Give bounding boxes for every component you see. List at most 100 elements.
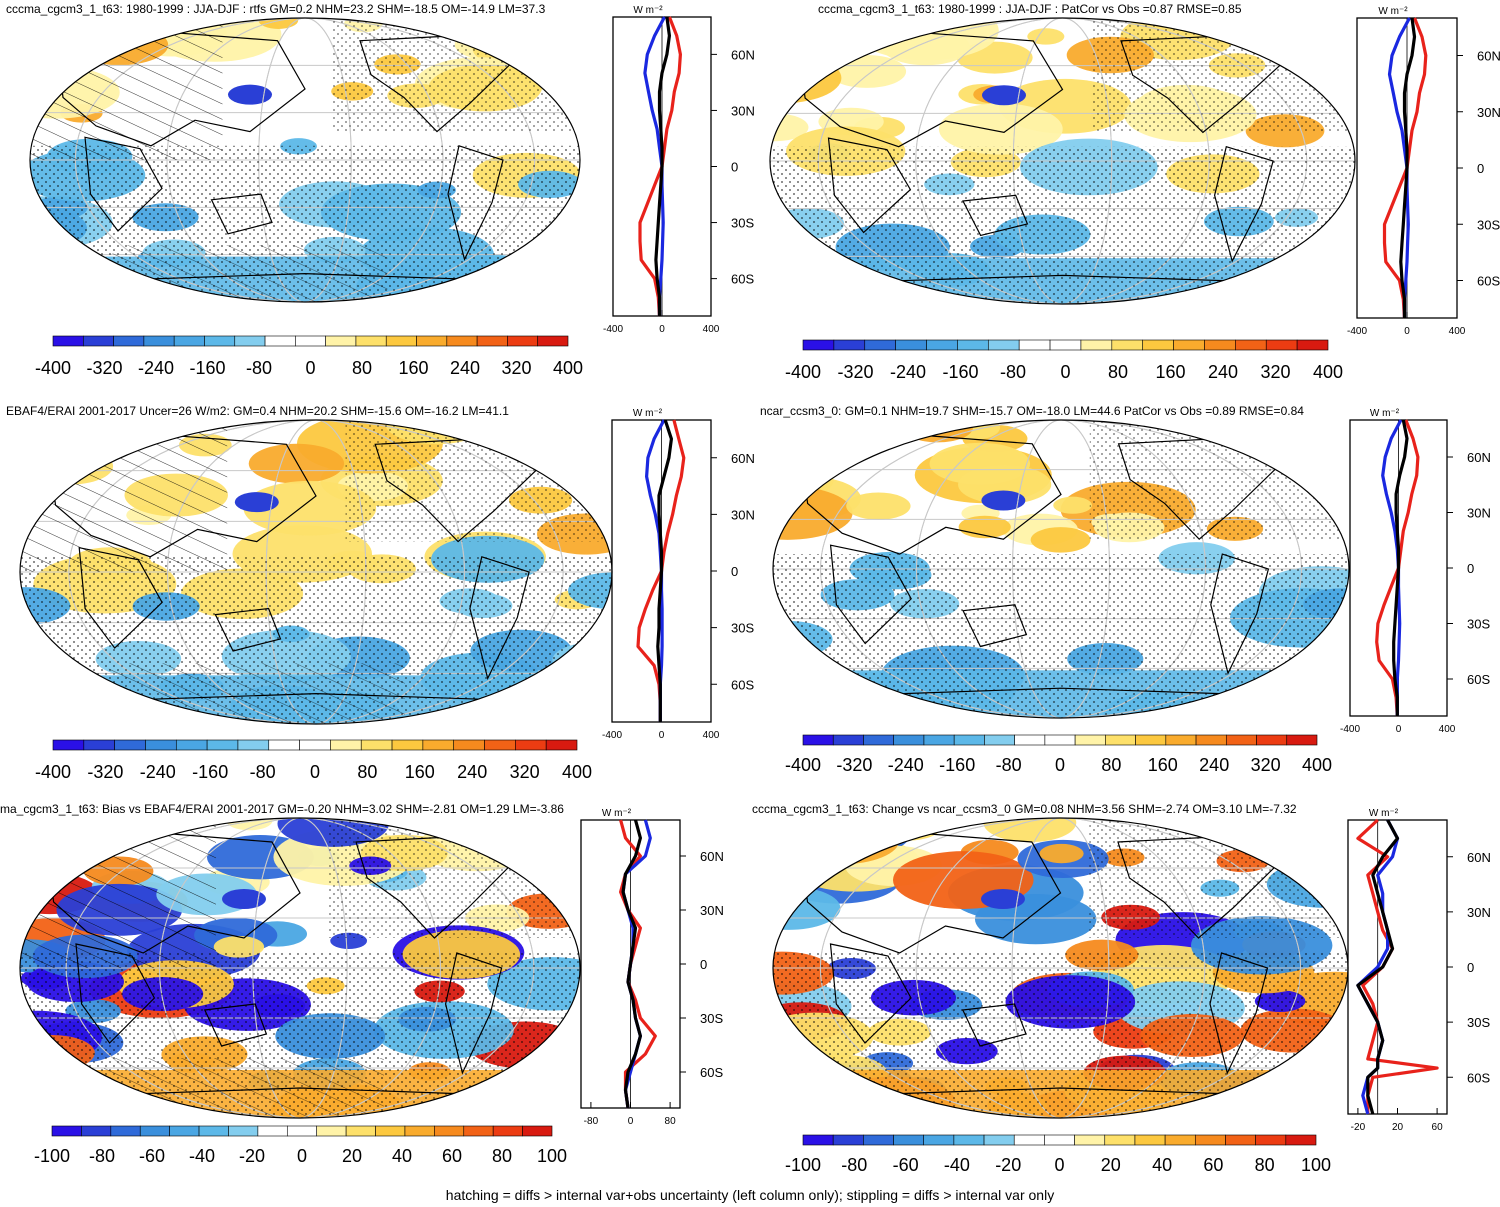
- colorbar-swatch: [360, 739, 393, 751]
- profile-lat-tick-label: 30N: [731, 507, 755, 522]
- colorbar-tick-label: 0: [305, 358, 315, 378]
- field-patch: [792, 818, 898, 851]
- colorbar-swatch: [957, 339, 989, 351]
- profile-x-tick-label: 400: [703, 324, 720, 335]
- panel-title: ncar_ccsm3_0: GM=0.1 NHM=19.7 SHM=-15.7 …: [760, 404, 1304, 418]
- colorbar-swatch: [198, 1125, 229, 1137]
- colorbar-swatch: [139, 1125, 170, 1137]
- hatching: [20, 420, 228, 572]
- colorbar-tick-label: 320: [510, 762, 540, 782]
- field-patch: [506, 1064, 580, 1114]
- profile-x-tick-label: 400: [703, 730, 720, 741]
- colorbar-swatch: [1044, 1134, 1075, 1146]
- hatching: [108, 663, 405, 724]
- field-patch: [1321, 846, 1348, 865]
- field-patch: [1303, 460, 1349, 489]
- colorbar-swatch: [52, 335, 84, 347]
- colorbar-swatch: [1018, 339, 1051, 351]
- colorbar-tick-label: 60: [1203, 1155, 1223, 1175]
- colorbar-tick-label: -160: [192, 762, 228, 782]
- coastline: [1209, 952, 1269, 1075]
- colorbar-tick-label: -320: [87, 762, 123, 782]
- colorbar-tick-label: 0: [310, 762, 320, 782]
- field-patch: [983, 818, 1077, 843]
- coastline: [48, 434, 317, 558]
- profile-lat-tick-label: 60N: [700, 849, 724, 864]
- field-patch: [958, 465, 1052, 504]
- profile-unit-label: W m⁻²: [1378, 6, 1408, 17]
- world-map: [770, 18, 1355, 304]
- profile-series-black: [1392, 419, 1409, 716]
- hatching: [104, 1058, 384, 1118]
- profile-x-tick-label: -400: [1347, 326, 1367, 337]
- field-patch: [20, 818, 99, 852]
- colorbar-swatch: [169, 1125, 200, 1137]
- panel-title: cccma_cgcm3_1_t63: 1980-1999 : JJA-DJF :…: [6, 2, 546, 16]
- hatching: [20, 818, 216, 968]
- colorbar-swatch: [145, 739, 177, 751]
- colorbar-swatch: [51, 1125, 82, 1137]
- field-patch: [89, 825, 129, 844]
- profile-lat-tick-label: 30S: [1467, 1015, 1490, 1030]
- panel-5-graphics: -100 -80 -60 -40 -20 0 20 40 60 80 100 W m⁻² -80 0 80 6…: [19, 808, 724, 1166]
- colorbar-swatch: [1134, 1134, 1166, 1146]
- colorbar-swatch: [1105, 734, 1136, 746]
- profile-x-tick-label: -400: [1340, 724, 1360, 735]
- field-patch: [37, 259, 86, 281]
- colorbar-swatch: [923, 734, 955, 746]
- profile-x-tick-label: -80: [584, 1116, 599, 1127]
- colorbar-tick-label: 80: [1101, 755, 1121, 775]
- profile-x-tick-label: -400: [603, 324, 623, 335]
- coastline: [210, 193, 273, 235]
- profile-unit-label: W m⁻²: [602, 808, 632, 819]
- colorbar-tick-label: 0: [1054, 1155, 1064, 1175]
- colorbar-tick-label: 240: [1208, 362, 1238, 382]
- colorbar-swatch: [833, 339, 866, 351]
- colorbar-swatch: [355, 335, 387, 347]
- profile-x-tick-label: 20: [1392, 1122, 1404, 1133]
- field-patch: [772, 290, 819, 304]
- coastline: [47, 832, 301, 954]
- colorbar-swatch: [983, 1134, 1015, 1146]
- colorbar-swatch: [299, 739, 331, 751]
- colorbar-swatch: [1135, 734, 1167, 746]
- field-patch: [30, 18, 62, 34]
- profile-x-tick-label: -20: [1351, 1122, 1366, 1133]
- colorbar-tick-label: -80: [1000, 362, 1026, 382]
- colorbar-swatch: [863, 734, 895, 746]
- colorbar-swatch: [492, 1125, 523, 1137]
- profile-series-blue: [621, 819, 652, 1109]
- colorbar-tick-label: -400: [785, 362, 821, 382]
- colorbar-swatch: [1265, 339, 1298, 351]
- colorbar-swatch: [52, 739, 85, 751]
- colorbar-tick-label: 400: [553, 358, 583, 378]
- colorbar-swatch: [864, 339, 896, 351]
- colorbar-swatch: [507, 335, 539, 347]
- coastline: [214, 607, 282, 652]
- colorbar-tick-label: -60: [139, 1146, 165, 1166]
- field-patch: [773, 420, 844, 453]
- coastline: [447, 145, 504, 262]
- colorbar-tick-label: -400: [35, 358, 71, 378]
- colorbar-tick-label: -160: [939, 755, 975, 775]
- field-patch: [873, 818, 943, 841]
- colorbar-tick-label: 100: [537, 1146, 567, 1166]
- field-patch: [773, 886, 841, 930]
- colorbar-swatch: [1104, 1134, 1136, 1146]
- colorbar-tick-label: 160: [1148, 755, 1178, 775]
- colorbar-tick-label: -160: [942, 362, 978, 382]
- profile-lat-tick-label: 30N: [700, 903, 724, 918]
- colorbar-swatch: [375, 1125, 406, 1137]
- colorbar-swatch: [1235, 339, 1267, 351]
- profile-lat-tick-label: 0: [1467, 561, 1474, 576]
- profile-lat-tick-label: 60N: [731, 451, 755, 466]
- colorbar-swatch: [1285, 1134, 1317, 1146]
- colorbar-swatch: [1194, 1134, 1226, 1146]
- field-patch: [476, 21, 514, 38]
- panel-1-graphics: -400 -320 -240 -160 -80 0 80 160 240 320 400 W m⁻² -…: [29, 5, 755, 378]
- colorbar-swatch: [330, 739, 362, 751]
- profile-unit-label: W m⁻²: [1370, 408, 1400, 419]
- world-map: [30, 18, 580, 302]
- coastline: [56, 31, 306, 147]
